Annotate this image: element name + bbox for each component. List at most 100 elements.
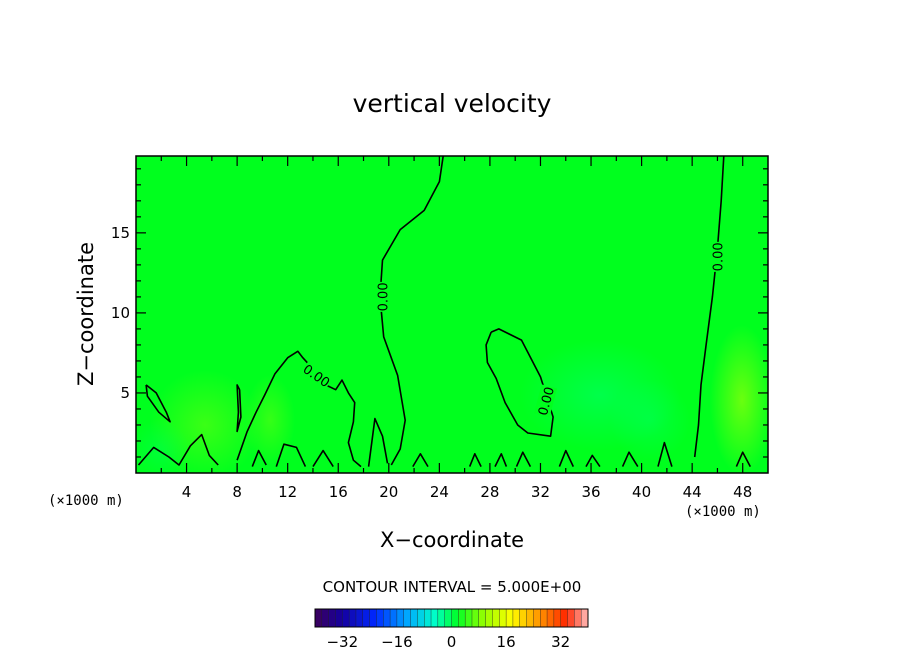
- colorbar-cell: [533, 608, 541, 628]
- contour-label: 0.00: [536, 385, 558, 417]
- colorbar-cell: [424, 608, 432, 628]
- contour-interval-text: CONTOUR INTERVAL = 5.000E+00: [323, 578, 582, 596]
- x-tick-label: 48: [733, 483, 752, 501]
- colorbar-cell: [519, 608, 528, 628]
- field-shading-warm: [710, 325, 768, 473]
- x-tick-label: 12: [278, 483, 297, 501]
- colorbar-cell: [369, 608, 377, 628]
- y-axis-label: Z−coordinate: [74, 242, 98, 386]
- colorbar-tick-label: −16: [381, 633, 413, 651]
- colorbar-cell: [458, 608, 466, 628]
- colorbar: −32 −16 0 16 32: [314, 608, 589, 651]
- colorbar-cell: [437, 608, 446, 628]
- colorbar-cell: [342, 608, 350, 628]
- colorbar-tick-label: 16: [497, 633, 516, 651]
- colorbar-cell: [526, 608, 534, 628]
- colorbar-cell: [410, 608, 418, 628]
- y-axis: 5 10 15: [111, 168, 768, 458]
- colorbar-cell: [560, 608, 569, 628]
- plot-frame: [135, 155, 769, 474]
- colorbar-tick-label: −32: [326, 633, 358, 651]
- x-tick-label: 24: [430, 483, 449, 501]
- contour-line: [412, 453, 429, 468]
- field-shading-warm: [245, 375, 295, 465]
- colorbar-cell: [362, 608, 371, 628]
- colorbar-tick-label: 32: [551, 633, 570, 651]
- x-tick-label: 16: [329, 483, 348, 501]
- colorbar-cell: [485, 608, 493, 628]
- x-tick-label: 4: [182, 483, 192, 501]
- colorbar-cell: [403, 608, 412, 628]
- x-tick-label: 32: [531, 483, 550, 501]
- y-tick-label: 15: [111, 224, 130, 242]
- colorbar-cell: [396, 608, 405, 628]
- colorbar-cell: [499, 608, 507, 628]
- colorbar-cell: [417, 608, 425, 628]
- colorbar-cell: [580, 608, 589, 628]
- contour-label-mask: [533, 384, 558, 418]
- colorbar-cell: [471, 608, 480, 628]
- contour-label: 0.00: [376, 282, 391, 311]
- colorbar-cell: [389, 608, 398, 628]
- contour-line: [494, 453, 508, 467]
- contour-line: [236, 384, 242, 433]
- contour-line: [735, 451, 752, 467]
- colorbar-cell: [546, 608, 555, 628]
- contour-line: [251, 449, 267, 467]
- colorbar-cell: [567, 608, 575, 628]
- contour-label-mask: [299, 360, 334, 391]
- contour-label-mask: [709, 241, 726, 272]
- colorbar-frame: [314, 608, 589, 628]
- colorbar-cell: [444, 608, 453, 628]
- colorbar-cell: [383, 608, 391, 628]
- colorbar-cell: [512, 608, 521, 628]
- colorbar-cell: [355, 608, 364, 628]
- colorbar-cell: [376, 608, 384, 628]
- contour-line: [621, 451, 639, 468]
- contour-line: [312, 449, 334, 468]
- x-axis-unit: (×1000 m): [685, 504, 761, 520]
- contour-line: [515, 451, 532, 467]
- contour-label: 0.00: [711, 242, 726, 271]
- x-tick-label: 20: [379, 483, 398, 501]
- x-axis-label: X−coordinate: [380, 528, 524, 552]
- colorbar-cell: [328, 608, 336, 628]
- x-axis: 4 8 12 16 20 24 28 32 36 40 44 48: [160, 156, 752, 501]
- plot-area: 0.000.000.000.00: [136, 156, 768, 473]
- colorbar-cell: [505, 608, 514, 628]
- contour-line: [693, 156, 725, 458]
- colorbar-cell: [574, 608, 582, 628]
- colorbar-cell: [492, 608, 500, 628]
- colorbar-cell: [430, 608, 439, 628]
- colorbar-cell: [321, 608, 330, 628]
- y-tick-label: 10: [111, 304, 130, 322]
- colorbar-cell: [464, 608, 473, 628]
- colorbar-cell: [314, 608, 323, 628]
- x-tick-label: 44: [683, 483, 702, 501]
- field-shading: [136, 325, 768, 473]
- contour-label-mask: [374, 281, 391, 312]
- colorbar-cell: [451, 608, 459, 628]
- contour-line: [367, 417, 389, 467]
- x-tick-label: 8: [232, 483, 242, 501]
- colorbar-cell: [540, 608, 548, 628]
- colorbar-tick-label: 0: [447, 633, 457, 651]
- x-tick-label: 36: [581, 483, 600, 501]
- contour-line: [137, 433, 219, 466]
- contour-line: [485, 328, 554, 437]
- colorbar-cell: [553, 608, 562, 628]
- y-axis-unit: (×1000 m): [48, 493, 124, 509]
- contour-line: [468, 453, 482, 467]
- contour-line: [275, 443, 307, 467]
- field-shading-cool: [136, 420, 190, 473]
- contour-line: [657, 441, 673, 467]
- chart-title: vertical velocity: [353, 89, 552, 118]
- colorbar-cell: [348, 608, 357, 628]
- y-tick-label: 5: [120, 384, 130, 402]
- colorbar-cell: [478, 608, 487, 628]
- x-tick-label: 28: [480, 483, 499, 501]
- contour-line: [558, 449, 575, 467]
- field-shading-cool: [610, 380, 690, 460]
- contour-line: [585, 454, 601, 468]
